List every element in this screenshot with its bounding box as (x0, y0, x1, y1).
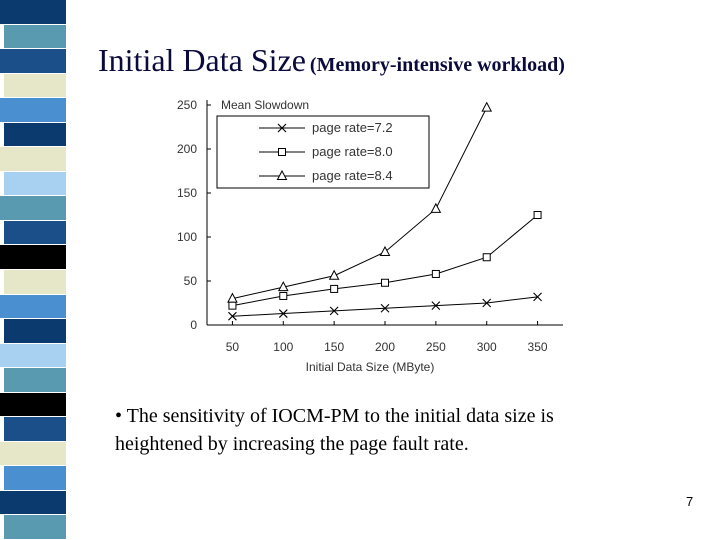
data-point-series-1 (533, 292, 542, 302)
sidebar-block (4, 220, 66, 245)
page-number: 7 (686, 494, 694, 509)
sidebar-block (0, 49, 66, 73)
x-tick-label: 350 (528, 340, 548, 354)
data-point-series-2 (533, 211, 542, 219)
sidebar-block (4, 24, 66, 49)
slide-title: Initial Data Size (Memory-intensive work… (98, 42, 565, 79)
sidebar-block (0, 245, 66, 269)
sidebar-block (0, 0, 66, 24)
sidebar-block (0, 343, 66, 368)
data-point-series-1 (380, 303, 390, 313)
sidebar-block (4, 73, 66, 98)
data-point-series-2 (330, 284, 339, 293)
data-point-series-3 (430, 202, 442, 213)
data-point-series-2 (482, 253, 491, 262)
sidebar-block (0, 147, 66, 171)
y-tick-label: 150 (177, 186, 197, 200)
title-main: Initial Data Size (98, 42, 306, 78)
sidebar-block (4, 368, 66, 392)
sidebar-block (0, 98, 66, 122)
data-point-series-1 (482, 298, 492, 308)
legend-marker (276, 169, 288, 180)
sidebar-block (4, 466, 66, 490)
legend-box (216, 115, 430, 189)
data-point-series-2 (431, 269, 440, 278)
decorative-sidebar (0, 0, 70, 540)
data-point-series-3 (379, 245, 391, 256)
sidebar-block (0, 392, 66, 417)
data-point-series-3 (227, 292, 238, 303)
data-point-series-1 (278, 309, 288, 318)
sidebar-block (0, 196, 66, 220)
legend-label: page rate=7.2 (312, 120, 393, 135)
sidebar-block (0, 441, 66, 466)
series-line-3 (232, 107, 488, 300)
sidebar-block (4, 171, 66, 196)
data-point-series-2 (279, 291, 288, 300)
y-tick-label: 0 (190, 318, 197, 332)
y-tick-label: 100 (177, 230, 197, 244)
x-tick-label: 250 (426, 340, 446, 354)
bullet-text: • The sensitivity of IOCM-PM to the init… (115, 405, 554, 455)
y-tick-label: 250 (177, 98, 197, 112)
data-point-series-2 (228, 301, 237, 310)
data-point-series-2 (381, 278, 389, 287)
sidebar-block (4, 319, 66, 343)
x-tick-label: 50 (226, 340, 240, 354)
sidebar-block (4, 270, 66, 294)
data-point-series-1 (228, 311, 237, 321)
x-tick-label: 200 (375, 340, 395, 354)
x-tick-label: 100 (273, 340, 293, 354)
sidebar-block (4, 122, 66, 147)
series-line-2 (232, 214, 538, 307)
sidebar-block (0, 294, 66, 319)
x-axis-label: Initial Data Size (MByte) (306, 360, 435, 374)
data-point-series-3 (328, 269, 340, 280)
legend-label: page rate=8.4 (312, 168, 393, 183)
y-tick-label: 200 (177, 142, 197, 156)
sidebar-block (4, 417, 66, 441)
data-point-series-1 (329, 306, 339, 316)
legend-marker (277, 123, 287, 133)
legend-marker (278, 148, 286, 156)
data-point-series-3 (277, 281, 289, 292)
title-subtitle: (Memory-intensive workload) (309, 54, 565, 76)
x-tick-label: 300 (477, 340, 497, 354)
sidebar-block (0, 490, 66, 515)
y-tick-label: 50 (184, 274, 198, 288)
sidebar-block (4, 515, 66, 539)
series-line-1 (232, 296, 538, 317)
chart-title: Mean Slowdown (221, 98, 309, 112)
line-chart: 0 50 100 150 200 250 50 100 150 200 250 300 350 Initi… (177, 98, 563, 374)
data-point-series-3 (481, 101, 493, 112)
data-point-series-1 (431, 301, 441, 311)
x-tick-label: 150 (324, 340, 344, 354)
legend-label: page rate=8.0 (312, 144, 393, 159)
